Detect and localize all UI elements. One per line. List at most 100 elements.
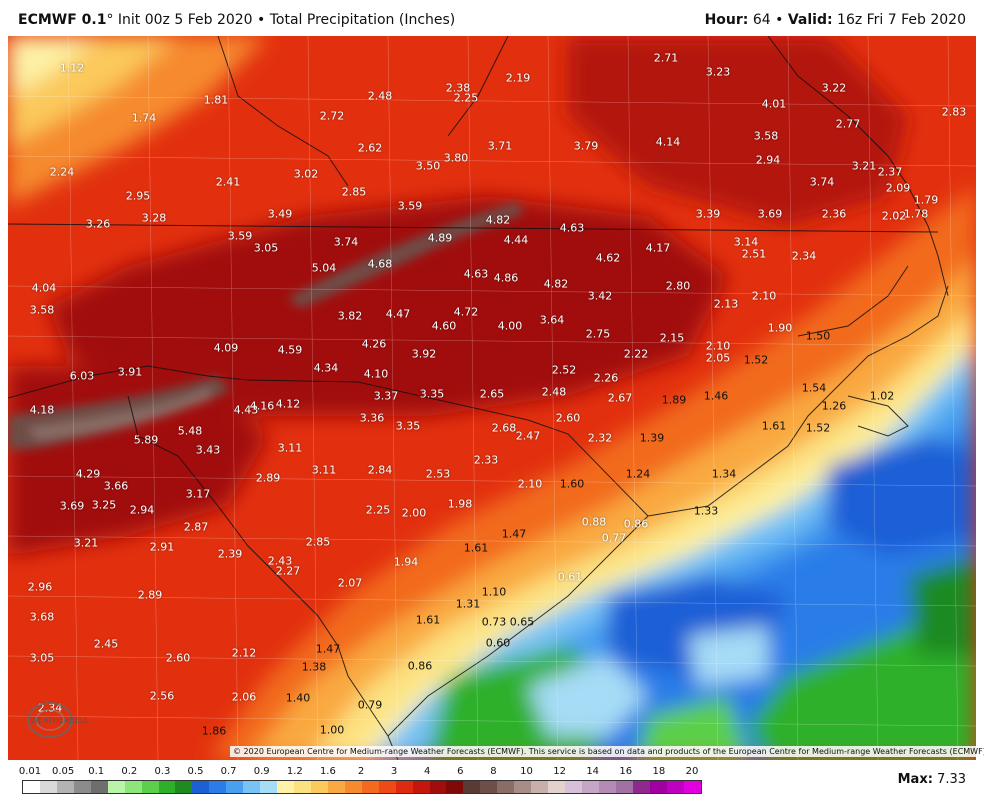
precip-value-label: 3.11 bbox=[277, 441, 303, 455]
precip-value-label: 1.50 bbox=[805, 329, 831, 343]
model-name: ECMWF 0.1 bbox=[18, 12, 107, 28]
legend-swatch bbox=[480, 781, 498, 793]
precip-value-label: 2.48 bbox=[367, 89, 393, 103]
precip-value-label: 4.68 bbox=[367, 257, 393, 271]
precip-value-label: 3.82 bbox=[337, 309, 363, 323]
precip-value-label: 3.74 bbox=[809, 175, 835, 189]
legend-tick-label: 0.05 bbox=[51, 766, 75, 777]
valid-label: Valid: bbox=[787, 12, 833, 28]
precip-value-label: 4.17 bbox=[645, 241, 671, 255]
logo-text: WEATHERBELL bbox=[30, 716, 89, 725]
precip-value-label: 2.41 bbox=[215, 175, 241, 189]
precip-value-label: 2.09 bbox=[885, 181, 911, 195]
precip-value-label: 2.71 bbox=[653, 51, 679, 65]
legend-swatch bbox=[39, 781, 57, 793]
precip-value-label: 4.01 bbox=[761, 97, 787, 111]
precip-value-label: 4.82 bbox=[485, 213, 511, 227]
precip-value-label: 3.64 bbox=[539, 313, 565, 327]
precip-value-label: 5.89 bbox=[133, 433, 159, 447]
precip-value-label: 3.50 bbox=[415, 159, 441, 173]
precip-value-label: 2.10 bbox=[517, 477, 543, 491]
precip-value-label: 1.24 bbox=[625, 467, 651, 481]
precip-value-label: 2.27 bbox=[275, 564, 301, 578]
precip-value-label: 1.12 bbox=[59, 61, 85, 75]
precip-value-label: 0.77 bbox=[601, 531, 627, 545]
precip-value-label: 0.60 bbox=[485, 636, 511, 650]
precip-value-label: 3.69 bbox=[59, 499, 85, 513]
legend-swatch bbox=[632, 781, 650, 793]
legend-swatch bbox=[649, 781, 667, 793]
precip-value-label: 1.89 bbox=[661, 393, 687, 407]
legend-swatch bbox=[378, 781, 396, 793]
legend-tick-label: 8 bbox=[490, 766, 497, 777]
map-title: ECMWF 0.1° Init 00z 5 Feb 2020 • Total P… bbox=[18, 12, 455, 28]
legend-tick-label: 4 bbox=[424, 766, 431, 777]
precip-value-label: 1.98 bbox=[447, 497, 473, 511]
precip-value-label: 4.44 bbox=[503, 233, 529, 247]
legend-swatch bbox=[463, 781, 481, 793]
hour-label: Hour: bbox=[704, 12, 749, 28]
legend-swatch bbox=[260, 781, 278, 793]
precip-value-label: 3.36 bbox=[359, 411, 385, 425]
legend-swatch bbox=[310, 781, 328, 793]
precip-value-label: 4.86 bbox=[493, 271, 519, 285]
precip-value-label: 3.59 bbox=[397, 199, 423, 213]
precip-value-label: 1.86 bbox=[201, 724, 227, 738]
legend-tick-label: 0.7 bbox=[220, 766, 237, 777]
precip-value-label: 0.86 bbox=[623, 517, 649, 531]
precip-value-label: 2.60 bbox=[555, 411, 581, 425]
precip-value-label: 1.47 bbox=[501, 527, 527, 541]
precip-value-label: 2.48 bbox=[541, 385, 567, 399]
precip-value-label: 2.36 bbox=[821, 207, 847, 221]
precip-value-label: 3.66 bbox=[103, 479, 129, 493]
precip-value-label: 6.03 bbox=[69, 369, 95, 383]
legend-tick-label: 20 bbox=[685, 766, 699, 777]
precip-value-label: 1.78 bbox=[903, 207, 929, 221]
legend-tick-label: 0.9 bbox=[253, 766, 270, 777]
precip-value-label: 0.79 bbox=[357, 698, 383, 712]
legend-tick-label: 0.01 bbox=[18, 766, 42, 777]
precip-value-label: 4.26 bbox=[361, 337, 387, 351]
precipitation-map: 1.12 1.81 1.74 2.72 2.48 2.38 2.25 2.19 2.71 3.23… bbox=[8, 36, 976, 760]
precip-value-label: 3.21 bbox=[851, 159, 877, 173]
precip-value-label: 3.39 bbox=[695, 207, 721, 221]
precip-value-label: 1.61 bbox=[415, 613, 441, 627]
precip-value-label: 3.22 bbox=[821, 81, 847, 95]
precip-value-label: 1.52 bbox=[805, 421, 831, 435]
precip-value-label: 2.68 bbox=[491, 421, 517, 435]
precip-value-label: 2.10 bbox=[751, 289, 777, 303]
precip-value-label: 1.81 bbox=[203, 93, 229, 107]
legend-color-bar bbox=[22, 780, 702, 794]
precip-value-label: 2.94 bbox=[755, 153, 781, 167]
precip-value-label: 1.79 bbox=[913, 193, 939, 207]
precip-value-label: 2.39 bbox=[217, 547, 243, 561]
precip-field bbox=[8, 36, 976, 760]
precip-value-label: 1.31 bbox=[455, 597, 481, 611]
max-label: Max: bbox=[897, 772, 933, 787]
legend-swatch bbox=[107, 781, 125, 793]
precip-value-label: 3.68 bbox=[29, 610, 55, 624]
precip-value-label: 2.96 bbox=[27, 580, 53, 594]
precip-value-label: 2.65 bbox=[479, 387, 505, 401]
precip-value-label: 3.71 bbox=[487, 139, 513, 153]
precip-value-label: 1.26 bbox=[821, 399, 847, 413]
precip-value-label: 3.74 bbox=[333, 235, 359, 249]
precip-value-label: 4.12 bbox=[275, 397, 301, 411]
precip-value-label: 3.02 bbox=[293, 167, 319, 181]
legend-tick-label: 14 bbox=[586, 766, 600, 777]
precip-value-label: 4.04 bbox=[31, 281, 57, 295]
legend-swatch bbox=[615, 781, 633, 793]
product-name: Total Precipitation (Inches) bbox=[269, 12, 456, 28]
precip-value-label: 3.49 bbox=[267, 207, 293, 221]
precip-value-label: 1.00 bbox=[319, 723, 345, 737]
max-value-box: Max: 7.33 bbox=[898, 772, 966, 787]
legend-swatch bbox=[243, 781, 261, 793]
legend-swatch bbox=[565, 781, 582, 793]
precip-value-label: 2.32 bbox=[587, 431, 613, 445]
precip-value-label: 3.42 bbox=[587, 289, 613, 303]
init-time: Init 00z 5 Feb 2020 bbox=[117, 12, 253, 28]
precip-value-label: 2.25 bbox=[365, 503, 391, 517]
precip-value-label: 2.00 bbox=[401, 506, 427, 520]
precip-value-label: 3.23 bbox=[705, 65, 731, 79]
legend-swatch bbox=[158, 781, 176, 793]
